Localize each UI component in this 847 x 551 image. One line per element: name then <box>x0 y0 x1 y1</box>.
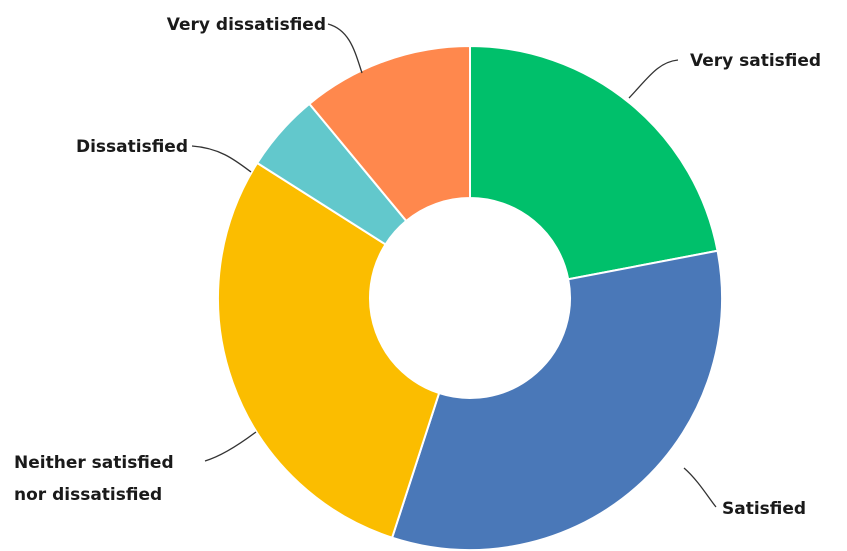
label-satisfied: Satisfied <box>722 499 806 519</box>
label-dissatisfied: Dissatisfied <box>76 137 188 157</box>
leader-line-dissatisfied <box>192 146 251 172</box>
slice-very-satisfied <box>470 46 718 279</box>
slices-group <box>218 46 722 550</box>
slice-satisfied <box>392 251 722 550</box>
leader-line-very-dissatisfied <box>328 24 362 73</box>
label-very-satisfied: Very satisfied <box>690 51 821 71</box>
label-very-dissatisfied: Very dissatisfied <box>167 15 326 35</box>
leader-line-very-satisfied <box>629 60 678 98</box>
label-neither-satisfied-nor-dissatisfied-line-1: Neither satisfied <box>14 453 174 473</box>
leader-line-satisfied <box>684 468 716 507</box>
label-neither-satisfied-nor-dissatisfied-line-2: nor dissatisfied <box>14 485 162 505</box>
leader-line-neither-satisfied-nor-dissatisfied <box>205 432 256 461</box>
